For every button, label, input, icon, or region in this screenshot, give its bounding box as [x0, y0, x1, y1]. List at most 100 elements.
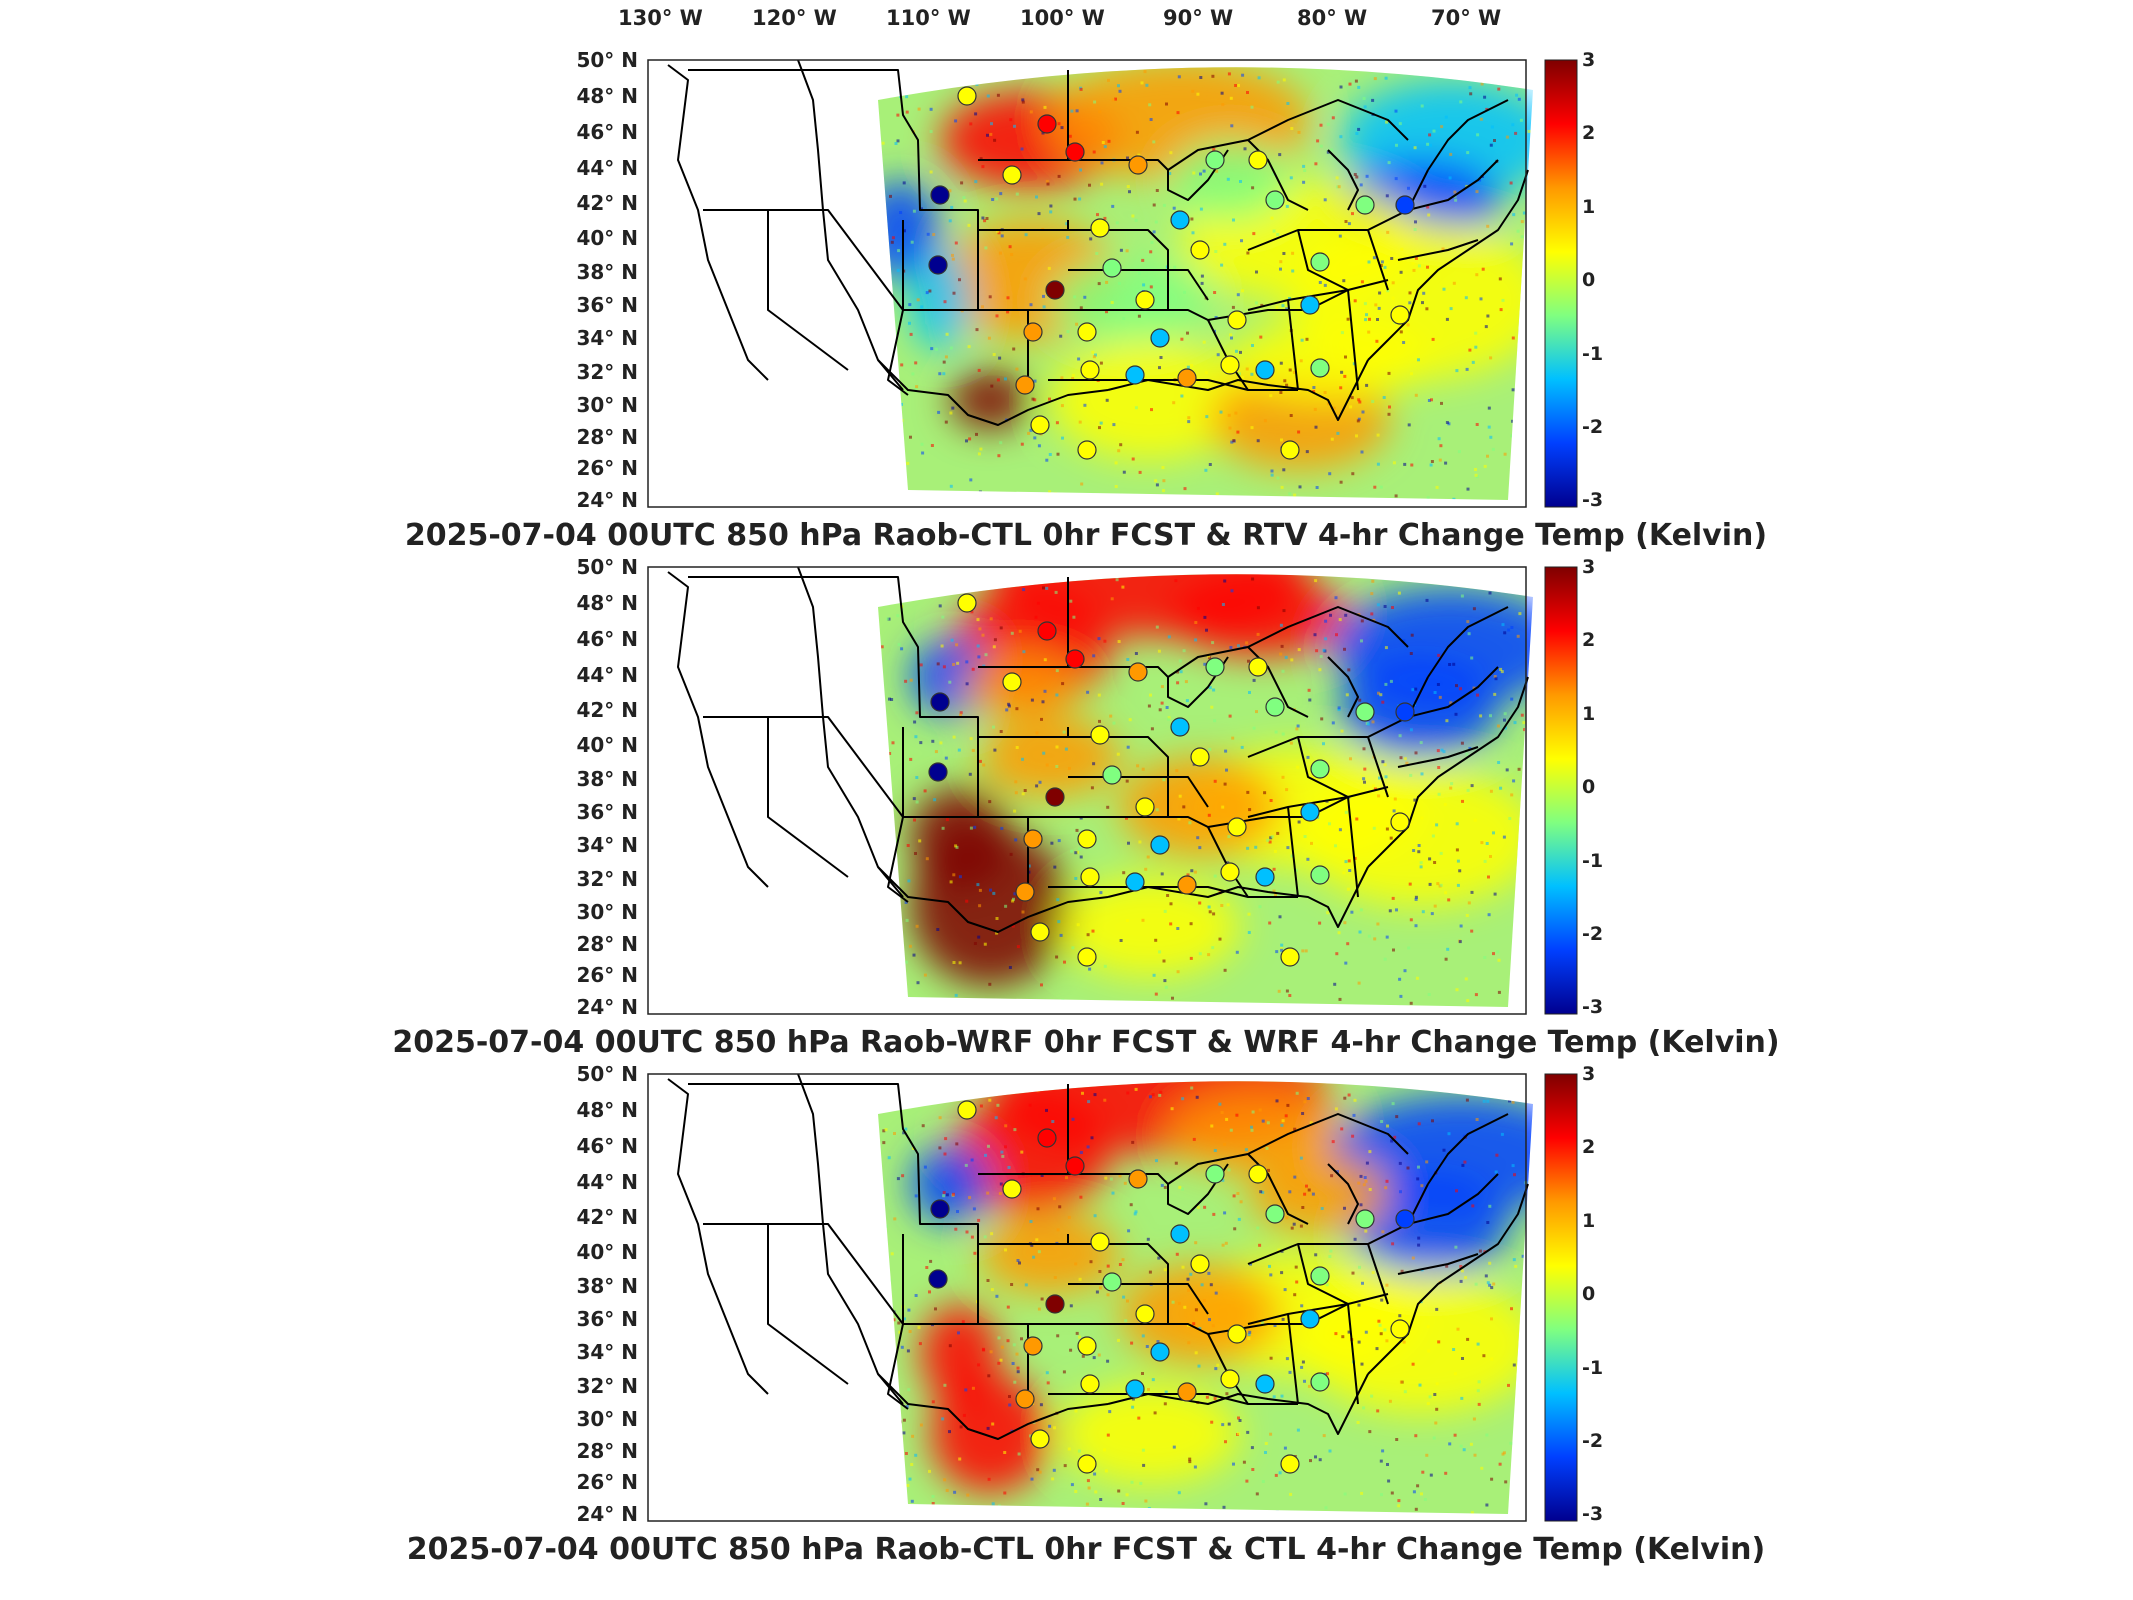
field-speckle — [1251, 1468, 1255, 1471]
field-speckle — [1486, 1281, 1490, 1285]
boundary-line — [797, 1073, 904, 1405]
field-speckle — [1492, 952, 1495, 956]
field-speckle — [1106, 1264, 1110, 1268]
field-speckle — [1024, 1283, 1028, 1287]
field-speckle — [951, 406, 955, 410]
field-speckle — [1008, 1403, 1012, 1407]
field-speckle — [1184, 680, 1188, 684]
field-speckle — [1470, 929, 1474, 933]
field-speckle — [1006, 1305, 1010, 1309]
field-speckle — [881, 255, 885, 259]
field-speckle — [1057, 174, 1061, 178]
field-speckle — [1076, 923, 1080, 927]
field-speckle — [1431, 337, 1435, 341]
raob-station-marker — [1030, 1429, 1050, 1449]
field-speckle — [1043, 658, 1047, 662]
field-speckle — [1371, 400, 1375, 403]
field-speckle — [1430, 460, 1434, 463]
raob-station-marker — [1135, 1304, 1155, 1324]
field-speckle — [896, 268, 900, 272]
field-speckle — [1187, 1341, 1191, 1345]
raob-station-marker — [1077, 322, 1097, 342]
field-speckle — [1051, 1477, 1055, 1481]
field-speckle — [1035, 1238, 1039, 1242]
field-speckle — [1078, 1277, 1082, 1281]
field-speckle — [1376, 603, 1380, 607]
boundary-line — [797, 566, 904, 898]
field-speckle — [1390, 1139, 1394, 1143]
field-speckle — [994, 1116, 998, 1120]
field-speckle — [1066, 330, 1070, 334]
field-speckle — [1320, 717, 1324, 721]
field-speckle — [1153, 1411, 1157, 1415]
field-speckle — [1326, 1372, 1329, 1376]
field-speckle — [1362, 1183, 1366, 1187]
field-speckle — [1068, 134, 1072, 138]
field-speckle — [1131, 214, 1135, 218]
field-speckle — [1486, 1099, 1490, 1103]
field-speckle — [929, 1259, 933, 1263]
lon-label-90w: 90° W — [1163, 6, 1234, 30]
field-speckle — [1527, 988, 1531, 992]
raob-station-marker — [1248, 150, 1268, 170]
field-speckle — [1470, 784, 1474, 788]
field-speckle — [1518, 612, 1522, 616]
field-speckle — [1465, 752, 1469, 756]
field-speckle — [922, 84, 926, 88]
field-speckle — [1384, 1186, 1388, 1190]
field-speckle — [1187, 420, 1191, 424]
field-speckle — [986, 580, 990, 583]
field-speckle — [900, 1504, 904, 1508]
field-speckle — [1363, 780, 1366, 784]
field-speckle — [1337, 931, 1341, 935]
field-speckle — [1301, 949, 1305, 953]
raob-station-marker — [1390, 812, 1410, 832]
field-speckle — [1138, 271, 1141, 275]
field-speckle — [1483, 956, 1487, 959]
field-speckle — [1142, 283, 1146, 287]
field-speckle — [1142, 1463, 1146, 1467]
field-speckle — [1204, 371, 1208, 375]
field-speckle — [1479, 297, 1483, 301]
field-speckle — [1340, 331, 1344, 335]
field-speckle — [1138, 470, 1142, 474]
field-speckle — [1347, 1093, 1351, 1097]
field-speckle — [1159, 356, 1163, 359]
raob-station-marker — [1190, 1254, 1210, 1274]
field-speckle — [1008, 966, 1012, 969]
field-speckle — [959, 1425, 963, 1429]
field-speckle — [1328, 1449, 1332, 1453]
field-speckle — [882, 1141, 886, 1145]
field-speckle — [954, 844, 958, 848]
field-speckle — [1501, 623, 1505, 627]
field-speckle — [1208, 910, 1212, 914]
field-speckle — [943, 1152, 947, 1156]
temperature-change-field — [878, 67, 1533, 500]
field-speckle — [1086, 1479, 1090, 1483]
field-speckle — [991, 1422, 995, 1426]
field-speckle — [1357, 981, 1361, 985]
raob-station-marker — [1077, 829, 1097, 849]
field-speckle — [1057, 122, 1061, 126]
field-speckle — [944, 355, 948, 359]
field-speckle — [1455, 369, 1459, 373]
field-speckle — [1239, 1200, 1243, 1204]
field-speckle — [1147, 704, 1151, 708]
field-speckle — [1493, 892, 1497, 896]
field-speckle — [1004, 1248, 1007, 1252]
field-speckle — [1498, 277, 1502, 281]
field-speckle — [1291, 269, 1295, 273]
raob-station-marker — [1205, 1164, 1225, 1184]
field-speckle — [1122, 317, 1126, 320]
field-speckle — [1274, 730, 1278, 734]
lon-label-80w: 80° W — [1297, 6, 1368, 30]
field-speckle — [1033, 379, 1037, 383]
field-speckle — [1171, 996, 1174, 1000]
field-speckle — [943, 300, 947, 304]
field-speckle — [1023, 789, 1027, 792]
colorbar-tick-label: 1 — [1582, 703, 1596, 725]
map-frame — [647, 566, 1527, 1015]
field-speckle — [1155, 808, 1159, 812]
field-speckle — [1236, 293, 1240, 297]
field-speckle — [1150, 727, 1154, 731]
